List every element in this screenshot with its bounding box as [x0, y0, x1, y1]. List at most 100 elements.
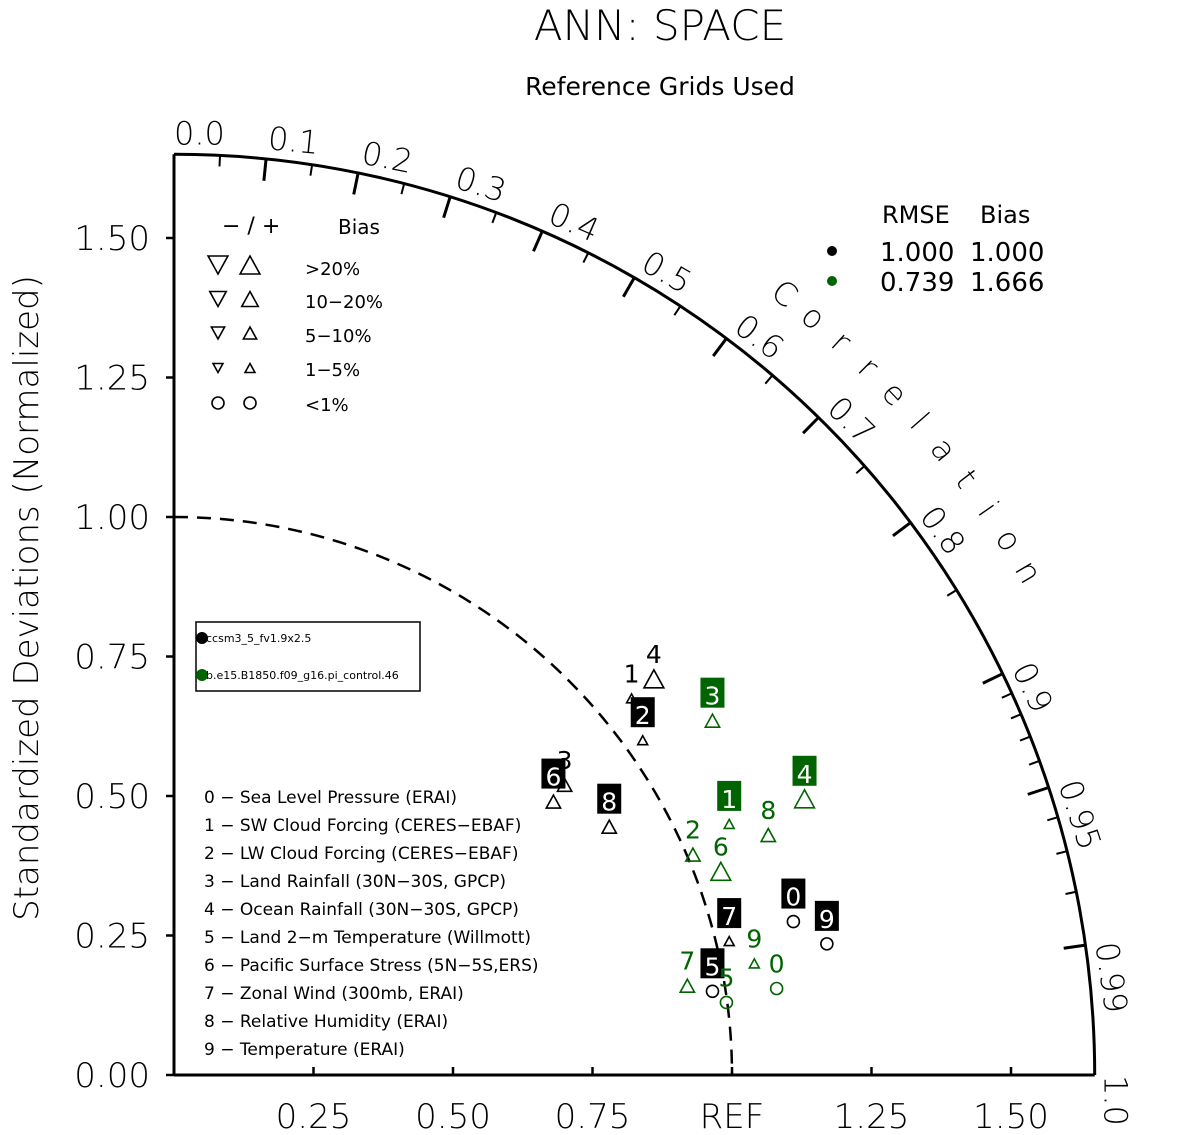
bias-legend-signs: − / + [222, 214, 280, 239]
case-1-name: ccsm3_5_fv1.9x2.5 [206, 632, 311, 645]
correlation-minor-tick [946, 589, 958, 597]
variable-list: 0 − Sea Level Pressure (ERAI) 1 − SW Clo… [204, 788, 539, 1060]
data-point-label: 0 [769, 950, 785, 979]
data-point-marker [544, 793, 562, 809]
y-axis-label: Standardized Deviations (Normalized) [7, 275, 47, 921]
data-point-marker [820, 937, 834, 951]
variable-4: 4 − Ocean Rainfall (30N−30S, GPCP) [204, 900, 519, 920]
y-tick-label: 1.25 [74, 359, 150, 399]
data-point-marker [722, 934, 736, 947]
correlation-minor-tick [1001, 692, 1013, 699]
rmse-row-1-rmse: 1.000 [880, 238, 954, 268]
variable-2: 2 − LW Cloud Forcing (CERES−EBAF) [204, 844, 518, 864]
rmse-row-2-bias: 1.666 [970, 268, 1044, 298]
correlation-minor-tick [400, 183, 406, 195]
case-2-name: b.e15.B1850.f09_g16.pi_control.46 [206, 669, 399, 682]
case-2-marker [196, 669, 208, 681]
bias-legend-row-5: <1% [305, 395, 349, 416]
data-point-label: 7 [679, 947, 695, 976]
data-point-marker [709, 860, 733, 882]
bias-up-triangle-icon [238, 254, 262, 275]
x-tick-label: 1.50 [973, 1097, 1049, 1135]
variable-0: 0 − Sea Level Pressure (ERAI) [204, 788, 457, 808]
data-point-label-box [700, 677, 725, 708]
data-point-label: 1 [624, 659, 640, 688]
bias-down-triangle-icon [206, 255, 230, 276]
data-point-label: 4 [797, 760, 813, 789]
bias-circle-icon [243, 396, 257, 410]
data-points: 01234567890123456789 [541, 640, 839, 1010]
data-point-label: 4 [646, 640, 662, 669]
correlation-minor-tick [673, 305, 682, 316]
correlation-tick-mark [442, 196, 452, 219]
data-point-label-box [781, 878, 806, 909]
x-tick-label: 0.75 [555, 1097, 631, 1135]
data-point-label: 8 [601, 788, 617, 817]
correlation-minor-tick [309, 164, 314, 176]
data-point-label-box [700, 948, 725, 979]
data-point-label: 8 [760, 796, 776, 825]
data-point-marker [722, 817, 736, 830]
data-point-marker [769, 981, 784, 996]
data-point-marker [642, 668, 666, 689]
bias-down-triangle-icon [208, 290, 228, 309]
correlation-minor-tick [764, 374, 774, 385]
bias-down-triangle-icon [211, 362, 225, 375]
variable-7: 7 − Zonal Wind (300mb, ERAI) [204, 984, 464, 1004]
data-point-marker [684, 846, 702, 862]
data-point-label: 6 [713, 832, 729, 861]
y-tick-label: 0.25 [74, 917, 150, 957]
correlation-minor-tick [1065, 890, 1077, 895]
data-point-label: 1 [721, 785, 737, 814]
bias-up-triangle-icon [240, 289, 260, 308]
data-point-marker [748, 957, 761, 969]
rmse-row-2-rmse: 0.739 [880, 268, 954, 298]
data-point-marker [719, 995, 734, 1010]
case-legend-box [195, 621, 421, 692]
bias-legend-row-3: 5−10% [305, 326, 372, 347]
x-tick-label: 0.25 [276, 1097, 352, 1135]
reference-arc [173, 515, 734, 1076]
correlation-tick-label: 0.0 [174, 114, 225, 152]
bias-legend-symbols [206, 254, 262, 410]
data-point-label: 9 [746, 924, 762, 953]
correlation-minor-tick [582, 252, 590, 264]
correlation-tick-mark [1063, 943, 1086, 950]
bias-legend-row-2: 10−20% [305, 292, 383, 313]
y-tick-label: 0.00 [74, 1056, 150, 1096]
data-point-label: 2 [635, 701, 651, 730]
data-point-label-box [717, 780, 742, 811]
correlation-tick-mark [892, 521, 912, 537]
bias-up-triangle-icon [243, 361, 257, 374]
y-tick-label: 0.75 [74, 638, 150, 678]
x-tick-label: REF [700, 1097, 765, 1135]
bias-legend-row-4: 1−5% [305, 360, 360, 381]
correlation-minor-tick [1010, 713, 1022, 720]
rmse-row-2-marker [827, 276, 837, 286]
data-point-label-box [814, 900, 839, 931]
data-point-marker [705, 984, 720, 999]
data-point-label: 5 [705, 952, 721, 981]
correlation-minor-tick [1019, 735, 1031, 742]
correlation-tick-mark [1027, 786, 1050, 796]
rmse-row-1-marker [827, 246, 837, 256]
data-point-label-box [597, 783, 622, 814]
data-point-label: 6 [545, 763, 561, 792]
bias-legend-row-1: >20% [305, 259, 360, 280]
taylor-axes: 0.00 0.25 0.50 0.75 1.00 1.25 1.50 0.25 0.50 0.75… [74, 152, 1097, 1135]
correlation-tick-mark [532, 230, 544, 252]
variable-8: 8 − Relative Humidity (ERAI) [204, 1012, 448, 1032]
bias-legend-title: Bias [338, 215, 380, 239]
data-point-label: 3 [705, 682, 721, 711]
data-point-label: 0 [785, 883, 801, 912]
rmse-header: RMSE [882, 201, 950, 229]
data-point-label-box [792, 755, 817, 786]
y-tick-label: 1.00 [74, 498, 150, 538]
x-tick-label: 1.25 [834, 1097, 910, 1135]
bias-circle-icon [211, 396, 225, 410]
data-point-label: 2 [685, 816, 701, 845]
correlation-tick-mark [802, 416, 820, 435]
variable-1: 1 − SW Cloud Forcing (CERES−EBAF) [204, 816, 521, 836]
